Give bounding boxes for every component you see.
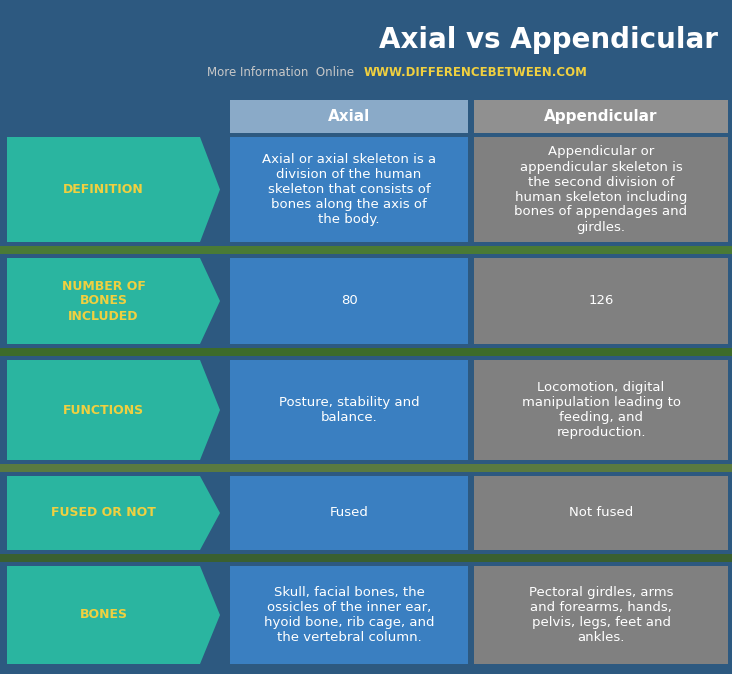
Polygon shape [7, 360, 220, 460]
FancyBboxPatch shape [230, 100, 468, 133]
Text: Pectoral girdles, arms
and forearms, hands,
pelvis, legs, feet and
ankles.: Pectoral girdles, arms and forearms, han… [529, 586, 673, 644]
Text: BONES: BONES [80, 609, 127, 621]
Text: Appendicular or
appendicular skeleton is
the second division of
human skeleton i: Appendicular or appendicular skeleton is… [515, 146, 687, 233]
Polygon shape [7, 137, 220, 242]
Text: Posture, stability and
balance.: Posture, stability and balance. [279, 396, 419, 424]
FancyBboxPatch shape [474, 258, 728, 344]
Text: 126: 126 [589, 295, 613, 307]
Text: FUNCTIONS: FUNCTIONS [63, 404, 144, 417]
FancyBboxPatch shape [474, 476, 728, 550]
FancyBboxPatch shape [230, 258, 468, 344]
Polygon shape [7, 566, 220, 664]
FancyBboxPatch shape [474, 137, 728, 242]
Text: DEFINITION: DEFINITION [63, 183, 144, 196]
Text: Fused: Fused [329, 506, 368, 520]
FancyBboxPatch shape [0, 0, 732, 100]
Text: FUSED OR NOT: FUSED OR NOT [51, 506, 156, 520]
FancyBboxPatch shape [0, 464, 732, 472]
FancyBboxPatch shape [230, 137, 468, 242]
Polygon shape [7, 258, 220, 344]
Text: Axial: Axial [328, 109, 370, 124]
FancyBboxPatch shape [0, 246, 732, 254]
Text: Locomotion, digital
manipulation leading to
feeding, and
reproduction.: Locomotion, digital manipulation leading… [521, 381, 681, 439]
FancyBboxPatch shape [474, 566, 728, 664]
Text: WWW.DIFFERENCEBETWEEN.COM: WWW.DIFFERENCEBETWEEN.COM [364, 65, 588, 78]
FancyBboxPatch shape [0, 554, 732, 562]
Text: NUMBER OF
BONES
INCLUDED: NUMBER OF BONES INCLUDED [61, 280, 146, 322]
Text: 80: 80 [340, 295, 357, 307]
Polygon shape [7, 476, 220, 550]
Text: Axial or axial skeleton is a
division of the human
skeleton that consists of
bon: Axial or axial skeleton is a division of… [262, 153, 436, 226]
FancyBboxPatch shape [474, 360, 728, 460]
FancyBboxPatch shape [230, 360, 468, 460]
Text: Axial vs Appendicular: Axial vs Appendicular [379, 26, 718, 54]
FancyBboxPatch shape [230, 566, 468, 664]
Text: Appendicular: Appendicular [545, 109, 658, 124]
FancyBboxPatch shape [230, 476, 468, 550]
Text: Skull, facial bones, the
ossicles of the inner ear,
hyoid bone, rib cage, and
th: Skull, facial bones, the ossicles of the… [264, 586, 434, 644]
Text: More Information  Online: More Information Online [207, 65, 362, 78]
FancyBboxPatch shape [0, 348, 732, 356]
FancyBboxPatch shape [474, 100, 728, 133]
Text: Not fused: Not fused [569, 506, 633, 520]
